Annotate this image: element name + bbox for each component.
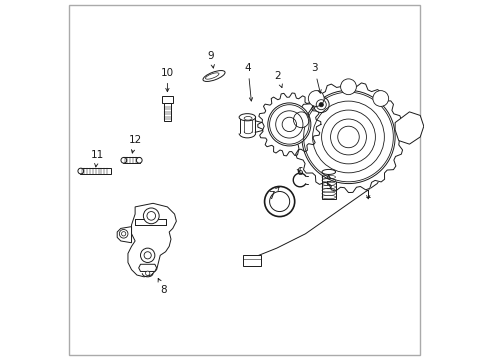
- Text: 3: 3: [310, 63, 321, 93]
- Text: 10: 10: [161, 68, 174, 92]
- Circle shape: [136, 157, 142, 163]
- Circle shape: [308, 91, 324, 107]
- Bar: [123, 157, 139, 163]
- Ellipse shape: [203, 71, 224, 81]
- Circle shape: [121, 157, 126, 163]
- Text: 8: 8: [158, 278, 167, 296]
- Circle shape: [293, 112, 308, 128]
- Circle shape: [269, 192, 289, 212]
- Bar: [164, 103, 170, 121]
- Circle shape: [78, 168, 83, 174]
- Text: 1: 1: [364, 190, 371, 200]
- Ellipse shape: [205, 73, 219, 79]
- Ellipse shape: [239, 114, 255, 121]
- Polygon shape: [117, 226, 131, 243]
- Circle shape: [143, 208, 159, 224]
- Polygon shape: [394, 112, 423, 144]
- Circle shape: [145, 271, 149, 275]
- Polygon shape: [128, 203, 176, 277]
- Text: 6: 6: [296, 167, 303, 177]
- Polygon shape: [292, 81, 403, 193]
- Bar: [162, 96, 173, 103]
- Ellipse shape: [244, 117, 251, 120]
- Circle shape: [119, 229, 128, 238]
- Bar: [321, 172, 335, 199]
- Polygon shape: [139, 264, 156, 271]
- Text: 2: 2: [274, 71, 282, 87]
- Text: 12: 12: [128, 135, 142, 153]
- Circle shape: [372, 91, 388, 107]
- Polygon shape: [257, 93, 320, 156]
- Circle shape: [340, 79, 356, 95]
- Circle shape: [301, 90, 394, 184]
- Circle shape: [140, 248, 155, 262]
- Bar: [425, 120, 435, 133]
- Text: 11: 11: [91, 149, 104, 167]
- Circle shape: [267, 103, 310, 146]
- Bar: [80, 168, 111, 174]
- Text: 9: 9: [207, 51, 214, 68]
- Circle shape: [264, 186, 294, 217]
- Polygon shape: [242, 255, 260, 266]
- Text: 7: 7: [267, 187, 279, 201]
- Circle shape: [319, 103, 323, 107]
- Text: 5: 5: [325, 175, 331, 191]
- Circle shape: [313, 97, 328, 113]
- Ellipse shape: [321, 170, 335, 175]
- Text: 4: 4: [244, 63, 252, 101]
